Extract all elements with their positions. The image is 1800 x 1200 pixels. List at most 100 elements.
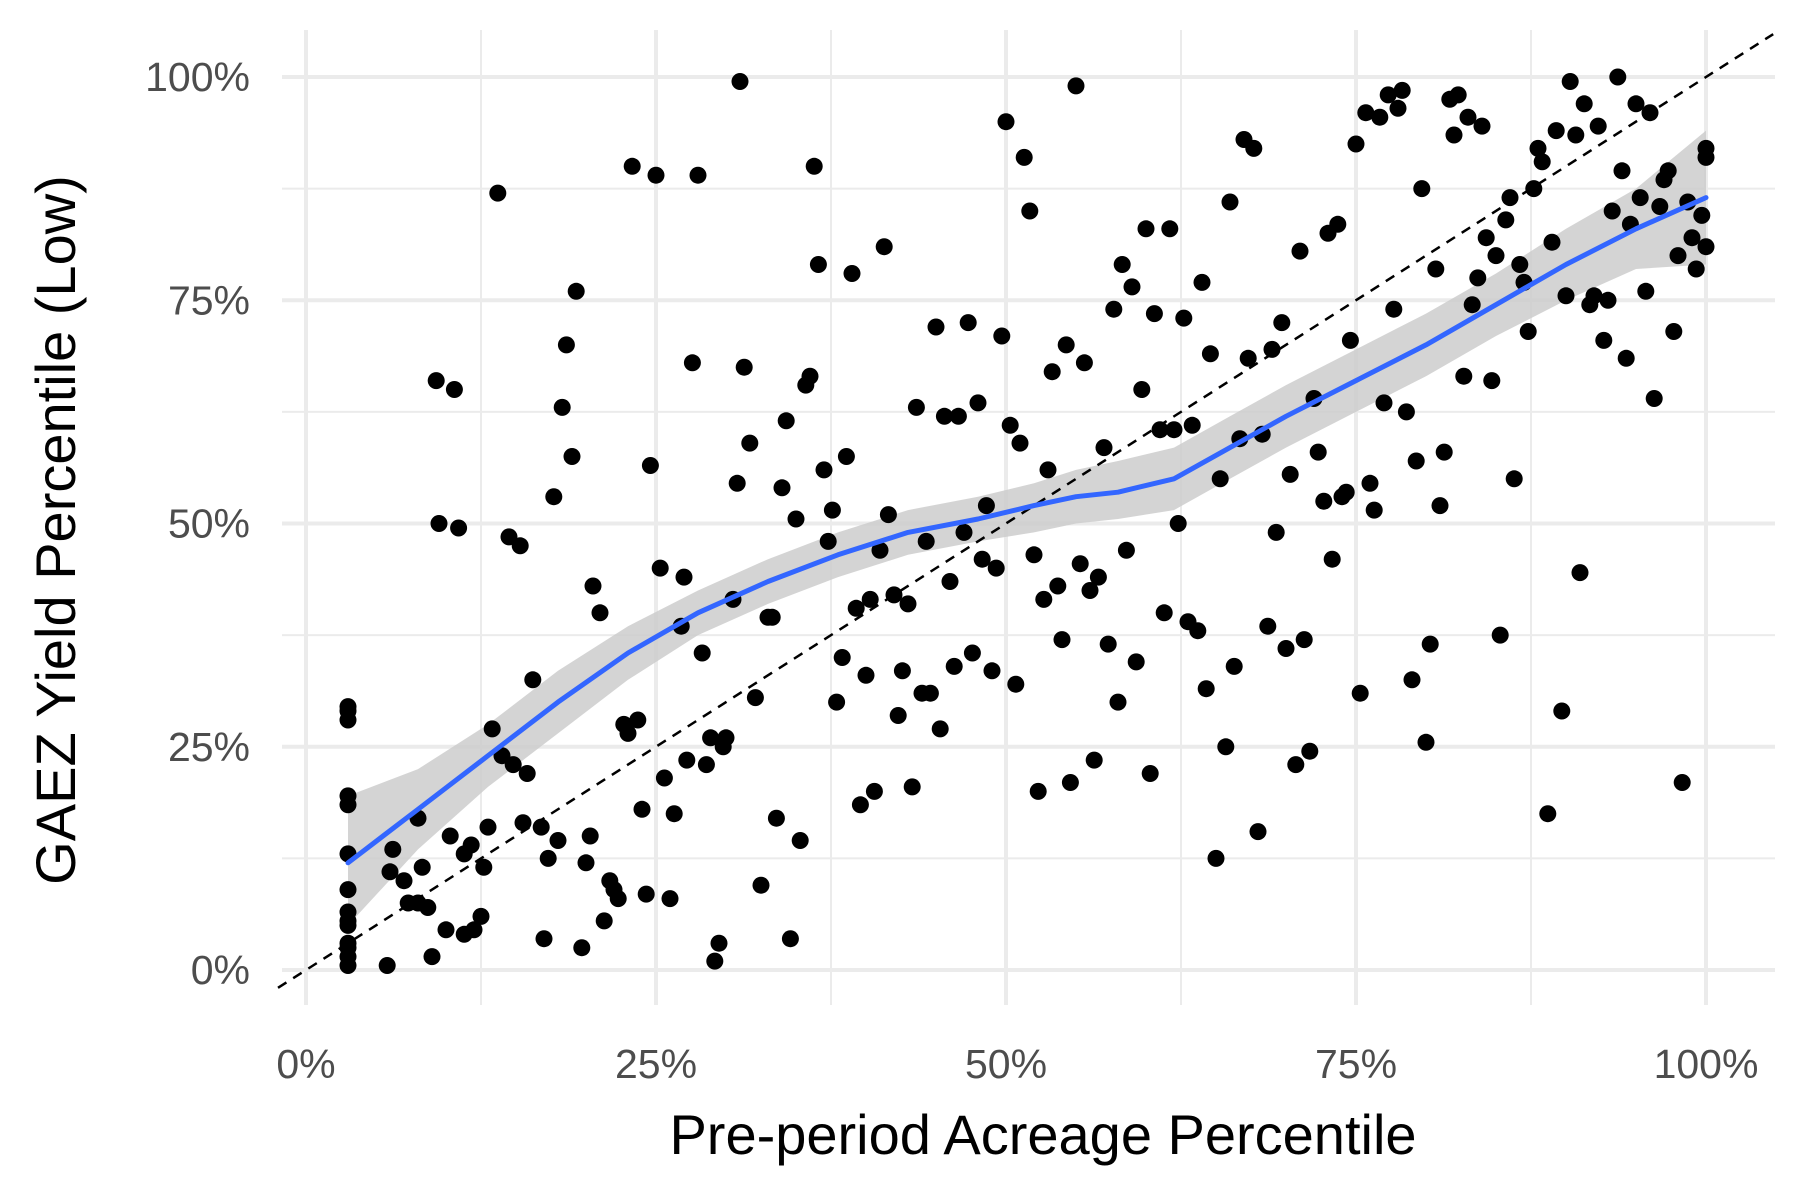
data-point bbox=[931, 720, 949, 738]
data-point bbox=[917, 532, 935, 550]
data-point bbox=[378, 957, 396, 974]
data-point bbox=[969, 394, 987, 412]
data-point bbox=[763, 608, 781, 626]
data-point bbox=[941, 573, 959, 590]
data-point bbox=[875, 238, 893, 256]
data-point bbox=[511, 537, 529, 555]
data-point bbox=[577, 854, 595, 872]
data-point bbox=[1277, 640, 1295, 657]
data-point bbox=[1651, 198, 1669, 215]
data-point bbox=[1487, 247, 1505, 265]
data-point bbox=[472, 907, 490, 925]
data-point bbox=[1533, 153, 1551, 171]
data-point bbox=[465, 921, 483, 939]
data-point bbox=[1007, 675, 1025, 693]
data-point bbox=[1557, 287, 1575, 305]
data-point bbox=[1483, 372, 1501, 390]
data-point bbox=[828, 693, 846, 711]
data-point bbox=[1189, 622, 1207, 640]
data-point bbox=[1459, 108, 1477, 126]
data-point bbox=[1687, 260, 1705, 278]
data-point bbox=[637, 885, 655, 903]
data-point bbox=[1609, 68, 1627, 86]
data-point bbox=[1585, 287, 1603, 305]
data-point bbox=[1273, 314, 1291, 332]
data-point bbox=[949, 407, 967, 425]
reference-line bbox=[277, 33, 1774, 989]
data-point bbox=[1001, 416, 1019, 434]
data-point bbox=[1145, 305, 1163, 323]
data-point bbox=[1225, 657, 1243, 675]
data-point bbox=[1061, 774, 1079, 791]
data-point bbox=[1669, 247, 1687, 265]
data-point bbox=[1057, 336, 1075, 354]
data-point bbox=[741, 434, 759, 452]
data-point bbox=[1501, 189, 1519, 207]
confidence-band bbox=[348, 130, 1706, 926]
data-point bbox=[903, 778, 921, 796]
data-point bbox=[1133, 381, 1151, 398]
data-point bbox=[1427, 260, 1445, 278]
x-tick-label: 100% bbox=[1654, 1041, 1759, 1087]
data-point bbox=[1049, 577, 1067, 595]
data-point bbox=[1211, 470, 1229, 488]
data-point bbox=[539, 849, 557, 867]
data-point bbox=[1067, 77, 1085, 95]
data-point bbox=[518, 765, 536, 782]
data-point bbox=[993, 327, 1011, 345]
identity-dashed-line bbox=[277, 33, 1774, 989]
data-point bbox=[1071, 555, 1089, 573]
data-point bbox=[475, 858, 493, 876]
data-point bbox=[752, 876, 770, 894]
x-axis-title: Pre-period Acreage Percentile bbox=[669, 1103, 1416, 1166]
data-point bbox=[1221, 193, 1239, 211]
data-point bbox=[693, 644, 711, 662]
data-point bbox=[629, 711, 647, 729]
x-tick-label: 25% bbox=[615, 1041, 697, 1087]
data-point bbox=[1357, 104, 1375, 122]
data-point bbox=[655, 769, 673, 787]
data-point bbox=[683, 354, 701, 372]
data-point bbox=[731, 73, 749, 90]
y-tick-label: 25% bbox=[168, 724, 250, 770]
data-point bbox=[1505, 470, 1523, 488]
data-point bbox=[395, 872, 413, 890]
data-point bbox=[963, 644, 981, 662]
data-point bbox=[1075, 354, 1093, 372]
data-point bbox=[1165, 421, 1183, 439]
data-point bbox=[1175, 309, 1193, 327]
data-point bbox=[339, 934, 357, 952]
data-point bbox=[1385, 300, 1403, 318]
data-point bbox=[1249, 823, 1267, 841]
data-point bbox=[665, 805, 683, 823]
data-point bbox=[1539, 805, 1557, 823]
data-point bbox=[1645, 390, 1663, 407]
data-point bbox=[1595, 331, 1613, 349]
data-point bbox=[843, 265, 861, 282]
data-point bbox=[1095, 439, 1113, 457]
data-point bbox=[595, 912, 613, 930]
data-point bbox=[851, 796, 869, 814]
data-point bbox=[1371, 108, 1389, 126]
data-point bbox=[1267, 523, 1285, 541]
data-point bbox=[1127, 653, 1145, 671]
data-point bbox=[1011, 434, 1029, 452]
loess-smooth-line bbox=[345, 195, 1709, 866]
data-point bbox=[1015, 148, 1033, 166]
data-point bbox=[1081, 582, 1099, 599]
data-point bbox=[1169, 515, 1187, 532]
data-point bbox=[1347, 135, 1365, 153]
data-point bbox=[809, 256, 827, 273]
data-point bbox=[801, 367, 819, 385]
data-point bbox=[787, 510, 805, 528]
data-point bbox=[1365, 501, 1383, 519]
data-point bbox=[1089, 568, 1107, 586]
data-point bbox=[1561, 73, 1579, 90]
data-point bbox=[545, 488, 563, 506]
data-point bbox=[514, 814, 532, 832]
data-point bbox=[1697, 238, 1715, 256]
data-point bbox=[1039, 461, 1057, 479]
data-point bbox=[419, 899, 437, 916]
data-point bbox=[1291, 242, 1309, 260]
data-point bbox=[1323, 550, 1341, 568]
